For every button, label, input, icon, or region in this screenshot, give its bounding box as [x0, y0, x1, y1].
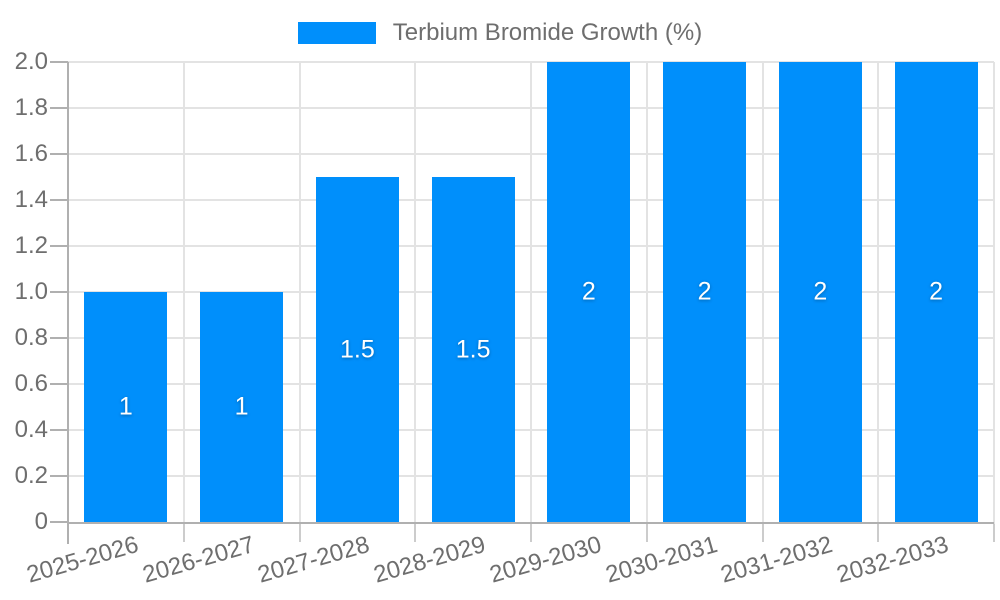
x-tick — [298, 524, 301, 542]
y-axis-label: 0.6 — [14, 370, 48, 397]
gridline-v — [645, 62, 648, 524]
bar-value-label: 1.5 — [339, 335, 375, 363]
y-tick — [50, 61, 68, 63]
y-tick — [50, 153, 68, 155]
x-axis-label: 2027-2028 — [255, 531, 373, 589]
bar[interactable]: 2 — [778, 62, 862, 522]
bar-value-label: 1 — [118, 392, 133, 421]
gridline-v — [298, 62, 301, 524]
gridline-v — [877, 62, 880, 524]
gridline-v — [530, 62, 532, 524]
bar-value-label: 2 — [929, 277, 944, 306]
y-axis-label: 0 — [34, 508, 48, 535]
bar[interactable]: 1.5 — [431, 177, 515, 522]
y-tick — [50, 383, 68, 385]
gridline-v — [182, 62, 185, 524]
x-tick — [761, 524, 764, 542]
y-tick — [50, 429, 68, 431]
bar-value-label: 1.5 — [455, 335, 491, 363]
y-tick — [50, 521, 68, 523]
y-axis-label: 1.2 — [14, 232, 48, 259]
bar-value-label: 2 — [581, 277, 596, 306]
axis-line-y — [67, 62, 69, 544]
bar[interactable]: 2 — [894, 62, 978, 522]
x-axis-label: 2026-2027 — [139, 531, 258, 589]
y-axis-label: 0.8 — [14, 324, 48, 351]
x-axis-label: 2025-2026 — [23, 531, 142, 589]
y-tick — [50, 107, 68, 109]
y-axis-labels: 0 0.2 0.4 0.6 0.8 1.0 1.2 1.4 1.6 1.8 2.0 — [0, 0, 48, 600]
bar-value-label: 2 — [813, 277, 828, 306]
x-axis-label: 2031-2032 — [718, 531, 836, 589]
x-tick — [530, 524, 532, 542]
gridline-v — [761, 62, 764, 524]
y-axis-label: 0.4 — [14, 416, 48, 443]
legend-swatch — [297, 22, 376, 44]
x-axis-label: 2030-2031 — [602, 531, 721, 589]
y-axis-label: 1.0 — [14, 278, 48, 305]
plot-area: 1 1 1.5 1.5 2 2 2 2 — [50, 61, 995, 544]
bar-value-label: 1 — [234, 392, 249, 421]
x-axis-label: 2032-2033 — [833, 531, 952, 589]
bar[interactable]: 2 — [663, 62, 747, 522]
legend: Terbium Bromide Growth (%) — [0, 19, 1000, 47]
bar[interactable]: 1 — [84, 292, 168, 522]
y-axis-label: 2.0 — [14, 48, 48, 75]
y-tick — [50, 337, 68, 339]
y-axis-label: 1.8 — [14, 94, 48, 121]
x-axis-label: 2028-2029 — [370, 531, 489, 589]
gridline-v — [414, 62, 417, 524]
bar-value-label: 2 — [697, 277, 712, 306]
legend-label: Terbium Bromide Growth (%) — [392, 19, 703, 46]
y-tick — [50, 291, 68, 293]
x-tick — [877, 524, 880, 542]
gridline-v — [993, 62, 995, 524]
x-tick — [414, 524, 417, 542]
y-tick — [50, 245, 68, 247]
bar[interactable]: 1.5 — [315, 177, 399, 522]
x-tick — [993, 524, 995, 542]
y-tick — [50, 199, 68, 201]
axis-line-x — [68, 522, 994, 524]
x-tick — [645, 524, 648, 542]
legend-item[interactable]: Terbium Bromide Growth (%) — [297, 19, 703, 47]
y-tick — [50, 475, 68, 477]
y-axis-label: 1.4 — [14, 186, 48, 213]
x-axis-labels: 2025-2026 2026-2027 2027-2028 2028-2029 2029… — [0, 531, 1000, 600]
y-axis-label: 0.2 — [14, 462, 48, 489]
bar[interactable]: 2 — [547, 62, 631, 522]
x-tick — [182, 524, 185, 542]
bar[interactable]: 1 — [200, 292, 284, 522]
y-axis-label: 1.6 — [14, 140, 48, 167]
x-axis-label: 2029-2030 — [486, 531, 605, 589]
